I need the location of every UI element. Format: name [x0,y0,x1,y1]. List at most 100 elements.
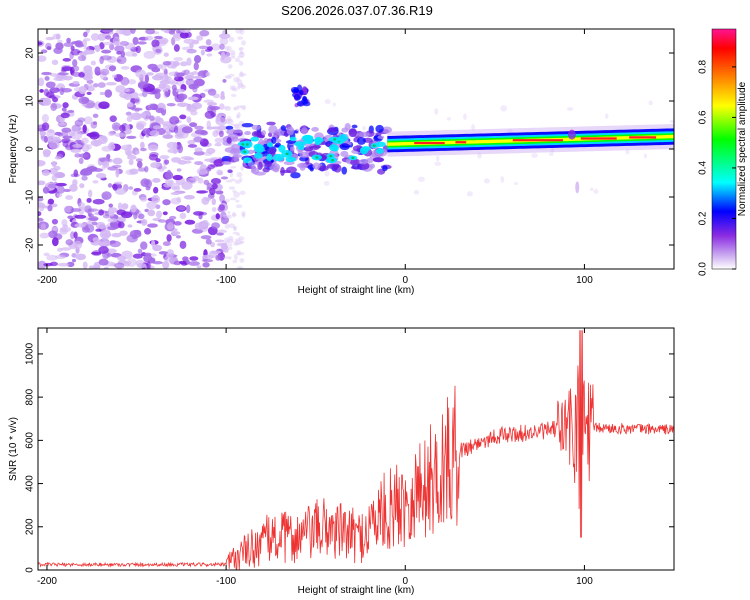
spectrogram-noise-blob [114,132,127,138]
spectrogram-noise-blob [70,231,75,240]
spectrogram-transition-blob [251,164,257,173]
spectrogram-noise-blob [165,130,171,135]
spectrogram-noise-blob [61,107,67,112]
spectrogram-noise-blob [109,115,117,123]
spectrogram-transition-blob [290,172,301,179]
spectrogram-noise-blob [116,51,122,55]
spectrogram-transition-blob [375,132,382,136]
snr-ylabel: SNR (10 * v/v) [8,417,19,481]
spectrogram-noise-blob [235,204,243,209]
spectrogram-noise-blob [41,114,50,123]
spectrogram-transition-blob [261,130,266,136]
spectrogram-noise-blob [225,248,229,253]
spectrogram-noise-blob [215,117,228,126]
spectrogram-noise-blob [185,105,198,113]
spectrogram-transition-core [254,145,265,153]
spectrogram-transition-blob [365,157,374,164]
spectrogram-noise-blob [241,40,247,46]
spectrogram-noise-blob [51,160,57,168]
spectrogram-noise-blob [131,52,138,57]
spectrogram-noise-blob [120,65,130,70]
spectrogram-ytick-label: 0 [25,146,36,152]
spectrogram-transition-blob [351,124,358,129]
spectrogram-noise-blob [233,253,238,260]
spectrogram-noise-blob [144,252,152,257]
spectrogram-noise-blob [95,228,102,232]
spectrogram-noise-blob [140,196,148,202]
spectrogram-tone-spur [575,181,580,194]
spectrogram-xtick-label: -100 [216,275,236,286]
spectrogram-noise-blob [189,122,198,128]
spectrogram-noise-blob [236,85,241,90]
spectrogram-transition-core [351,156,355,160]
spectrogram-transition-blob [339,143,350,151]
spectrogram-noise-blob [54,254,66,260]
spectrogram-noise-blob [171,186,181,191]
spectrogram-noise-blob [240,84,246,90]
snr-ytick-label: 200 [25,518,36,535]
spectrogram-noise-blob [179,29,191,34]
spectrogram-noise-blob [130,112,142,121]
spectrogram-noise-blob [155,210,163,219]
spectrogram-noise-blob [215,190,224,195]
spectrogram-transition-core [285,156,297,163]
spectrogram-transition-blob [382,165,388,172]
spectrogram-cluster-blob [296,100,305,107]
spectrogram-noise-blob [78,157,84,164]
spectrogram-noise-blob [47,205,53,212]
spectrogram-noise-blob [72,143,83,148]
spectrogram-marks [38,29,674,269]
spectrogram-faint-blob [332,102,336,107]
spectrogram-noise-blob [155,48,162,54]
spectrogram-transition-blob [244,130,251,136]
spectrogram-faint-blob [362,125,367,131]
colorbar-tick-label: 0.4 [698,161,709,175]
spectrogram-noise-blob [109,43,115,51]
spectrogram-noise-blob [92,237,100,243]
spectrogram-noise-blob [179,240,187,250]
spectrogram-noise-blob [227,73,235,77]
spectrogram-noise-blob [136,122,145,130]
spectrogram-noise-blob [144,166,149,173]
spectrogram-noise-blob [101,232,109,242]
spectrogram-faint-blob [324,99,331,105]
spectrogram-noise-blob [238,60,244,66]
spectrogram-noise-blob [93,140,99,147]
spectrogram-transition-core [338,134,348,142]
spectrogram-noise-blob [124,88,130,93]
spectrogram-noise-blob [168,256,178,265]
spectrogram-transition-blob [232,129,243,134]
spectrogram-noise-blob [227,246,233,251]
spectrogram-noise-blob [145,29,156,35]
spectrogram-noise-blob [144,74,150,83]
spectrogram-noise-blob [154,35,163,40]
spectrogram-noise-blob [207,102,218,106]
spectrogram-noise-blob [47,183,58,189]
spectrogram-noise-blob [87,220,93,225]
spectrogram-noise-blob [93,83,99,88]
spectrogram-noise-blob [57,39,63,43]
spectrogram-noise-blob [38,180,46,186]
spectrogram-noise-blob [105,210,110,217]
spectrogram-noise-blob [45,36,55,41]
spectrogram-transition-blob [349,158,361,166]
spectrogram-noise-blob [184,219,196,225]
spectrogram-noise-blob [233,123,240,129]
spectrogram-noise-blob [99,56,104,65]
spectrogram-noise-blob [92,113,99,118]
spectrogram-noise-blob [144,35,154,41]
spectrogram-noise-blob [237,55,244,59]
spectrogram-noise-blob [194,125,204,130]
spectrogram-noise-blob [193,136,204,143]
spectrogram-noise-blob [41,122,50,131]
spectrogram-noise-blob [108,131,115,137]
spectrogram-noise-blob [104,89,113,98]
spectrogram-noise-blob [38,41,43,46]
spectrogram-noise-blob [99,91,105,96]
spectrogram-faint-blob [507,128,513,134]
spectrogram-noise-blob [78,72,85,78]
spectrogram-noise-blob [219,43,225,50]
spectrogram-transition-blob [253,161,259,165]
spectrogram-noise-blob [65,239,74,246]
